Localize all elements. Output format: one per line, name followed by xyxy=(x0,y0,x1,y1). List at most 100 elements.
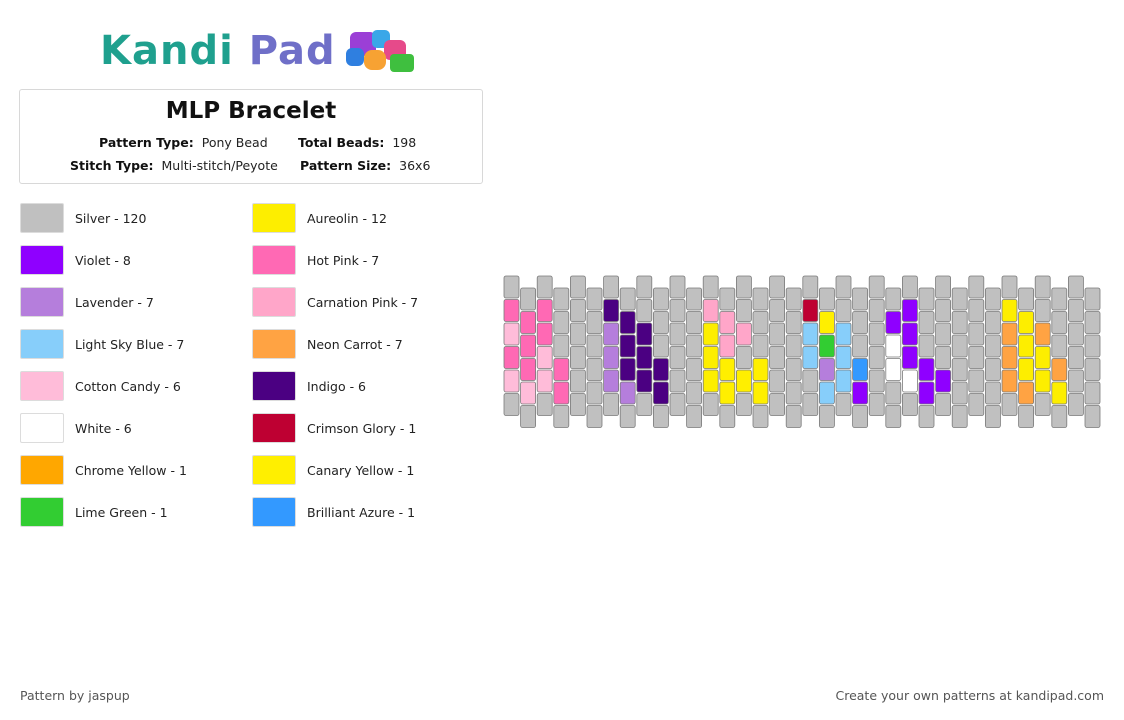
bead xyxy=(652,405,669,428)
color-swatch xyxy=(20,287,64,317)
bead xyxy=(1001,275,1018,299)
color-label: Aureolin - 12 xyxy=(307,210,387,226)
bead xyxy=(835,369,852,393)
pattern-type-label: Pattern Type: xyxy=(99,135,194,150)
bead xyxy=(769,299,786,322)
bead xyxy=(918,405,935,428)
color-swatch xyxy=(20,455,64,485)
bead xyxy=(818,381,835,405)
bead xyxy=(802,275,819,299)
bead xyxy=(935,369,952,393)
bead xyxy=(570,393,586,416)
bead xyxy=(536,346,553,369)
bead xyxy=(1034,369,1051,393)
bead xyxy=(603,369,619,393)
bead xyxy=(553,405,570,428)
bead xyxy=(1051,311,1068,334)
bead xyxy=(951,405,968,428)
bead xyxy=(702,322,719,346)
bead xyxy=(586,311,603,334)
bead xyxy=(553,381,570,405)
color-swatch xyxy=(252,203,296,233)
color-legend-item: Lavender - 7 xyxy=(20,285,154,319)
bead xyxy=(619,334,636,358)
bead xyxy=(686,334,703,358)
pattern-type: Pattern Type: Pony Bead xyxy=(99,135,268,150)
stitch-type-label: Stitch Type: xyxy=(70,158,154,173)
bead xyxy=(603,322,619,346)
color-legend-item: Chrome Yellow - 1 xyxy=(20,453,187,487)
bead xyxy=(868,275,885,299)
bead xyxy=(935,275,952,299)
bead xyxy=(918,311,935,334)
color-swatch xyxy=(20,413,64,443)
bead xyxy=(520,334,537,358)
bead xyxy=(1084,311,1101,334)
bead xyxy=(636,369,653,393)
bead xyxy=(918,287,935,311)
bead xyxy=(1018,358,1034,381)
bead xyxy=(802,299,819,322)
bead xyxy=(586,405,603,428)
stitch-type-value: Multi-stitch/Peyote xyxy=(161,158,278,173)
bead xyxy=(619,358,636,381)
bead xyxy=(1001,346,1018,369)
color-swatch xyxy=(252,455,296,485)
pattern-title: MLP Bracelet xyxy=(165,98,337,124)
bead xyxy=(603,299,619,322)
beads-logo-icon xyxy=(345,30,414,72)
color-label: Crimson Glory - 1 xyxy=(307,420,417,436)
kandipad-link[interactable]: Create your own patterns at kandipad.com xyxy=(835,688,1104,703)
bead xyxy=(570,369,586,393)
bead xyxy=(984,405,1001,428)
color-label: Violet - 8 xyxy=(75,252,131,268)
color-legend-item: Indigo - 6 xyxy=(252,369,366,403)
bead xyxy=(1084,381,1101,405)
bead xyxy=(785,334,802,358)
bead xyxy=(1018,334,1034,358)
color-label: Silver - 120 xyxy=(75,210,147,226)
bead xyxy=(702,299,719,322)
bead xyxy=(669,322,686,346)
bead xyxy=(636,299,653,322)
bead xyxy=(868,346,885,369)
bead-pattern-preview xyxy=(503,275,1101,428)
color-label: Neon Carrot - 7 xyxy=(307,336,403,352)
bead xyxy=(1051,405,1068,428)
color-swatch xyxy=(252,245,296,275)
bead xyxy=(536,393,553,416)
bead xyxy=(669,346,686,369)
bead xyxy=(885,405,902,428)
bead xyxy=(1084,287,1101,311)
bead xyxy=(885,381,902,405)
bead xyxy=(1001,299,1018,322)
bead xyxy=(835,275,852,299)
color-legend-item: Light Sky Blue - 7 xyxy=(20,327,184,361)
kandi-pad-logo[interactable]: Kandi Pad xyxy=(100,26,424,76)
bead xyxy=(735,299,752,322)
bead xyxy=(686,358,703,381)
bead xyxy=(769,393,786,416)
color-swatch xyxy=(20,497,64,527)
pattern-size-value: 36x6 xyxy=(399,158,431,173)
bead xyxy=(1001,369,1018,393)
bead xyxy=(702,393,719,416)
bead xyxy=(553,334,570,358)
bead xyxy=(1084,405,1101,428)
total-beads-label: Total Beads: xyxy=(298,135,385,150)
bead xyxy=(885,334,902,358)
bead xyxy=(1051,358,1068,381)
bead xyxy=(553,311,570,334)
bead xyxy=(885,311,902,334)
color-legend-item: Silver - 120 xyxy=(20,201,146,235)
bead xyxy=(951,381,968,405)
bead xyxy=(652,311,669,334)
color-label: White - 6 xyxy=(75,420,132,436)
bead xyxy=(968,393,985,416)
color-legend-item: Lime Green - 1 xyxy=(20,495,168,529)
bead xyxy=(852,287,869,311)
bead xyxy=(769,275,786,299)
bead xyxy=(735,369,752,393)
bead xyxy=(968,275,985,299)
bead xyxy=(818,358,835,381)
